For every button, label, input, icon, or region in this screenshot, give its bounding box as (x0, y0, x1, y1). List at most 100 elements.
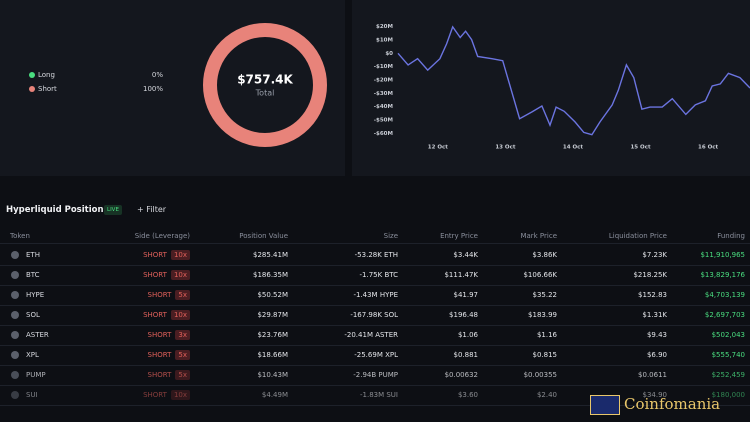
filter-label: Filter (146, 205, 167, 214)
entry-price: $1.06 (457, 331, 478, 339)
size: -1.43M HYPE (353, 291, 398, 299)
liquidation-price: $1.31K (642, 311, 667, 319)
x-tick-label: 15 Oct (630, 145, 651, 151)
y-tick-label: -$40M (374, 104, 393, 110)
size: -1.75K BTC (359, 271, 398, 279)
position-value: $50.52M (257, 291, 288, 299)
position-value: $4.49M (261, 391, 288, 399)
live-badge: LIVE (104, 205, 122, 215)
filter-button[interactable]: + Filter (137, 205, 166, 215)
leverage: 10x (170, 270, 190, 280)
token: SOL (26, 311, 40, 319)
liquidation-price: $218.25K (633, 271, 667, 279)
side-label: SHORT (143, 311, 167, 319)
liquidation-price: $6.90 (646, 351, 667, 359)
token-icon (11, 311, 19, 319)
row-line (0, 325, 750, 326)
side-label: SHORT (147, 291, 172, 299)
side: SHORT 10x (143, 250, 190, 260)
position-value: $186.35M (253, 271, 288, 279)
liquidation-price: $0.0611 (638, 371, 667, 379)
entry-price: $196.48 (449, 311, 478, 319)
table-title: Hyperliquid Positions (6, 205, 109, 215)
watermark: Coinfomania (590, 394, 720, 415)
side-label: SHORT (147, 371, 172, 379)
y-tick-label: -$30M (374, 91, 393, 97)
filter-plus: + (137, 205, 147, 214)
token: BTC (26, 271, 40, 279)
positions-table: Hyperliquid Positions LIVE + Filter Toke… (0, 190, 750, 422)
row-line (0, 265, 750, 266)
y-tick-label: $0 (385, 51, 393, 57)
size: -1.83M SUI (359, 391, 398, 399)
token-icon (11, 251, 19, 259)
position-value: $18.66M (257, 351, 288, 359)
legend-swatch (29, 86, 35, 92)
x-tick-label: 14 Oct (563, 145, 584, 151)
token-icon (11, 291, 19, 299)
y-tick-label: -$20M (374, 78, 393, 84)
funding: $252,459 (711, 371, 745, 379)
legend-value: 100% (143, 85, 163, 93)
token-icon (11, 351, 19, 359)
entry-price: $0.881 (453, 351, 479, 359)
line-panel (352, 0, 750, 176)
token-icon (11, 371, 19, 379)
mark-price: $3.86K (532, 251, 557, 259)
side: SHORT 10x (143, 310, 190, 320)
side-label: SHORT (147, 351, 172, 359)
row-line (0, 305, 750, 306)
side: SHORT 5x (148, 350, 190, 360)
side: SHORT 10x (143, 390, 190, 400)
liquidation-price: $9.43 (646, 331, 667, 339)
token: XPL (26, 351, 39, 359)
funding: $502,043 (711, 331, 745, 339)
size: -2.94B PUMP (353, 371, 398, 379)
position-value: $10.43M (257, 371, 288, 379)
leverage: 10x (170, 250, 190, 260)
charts: $757.4K Total Long 0% Short 100% $20M $10M $0 -… (29, 23, 750, 151)
donut-total-value: $757.4K (237, 73, 293, 87)
x-tick-label: 12 Oct (428, 145, 449, 151)
column-header: Size (383, 232, 398, 240)
legend-swatch (29, 72, 35, 78)
x-tick-label: 16 Oct (698, 145, 719, 151)
header-line (0, 243, 750, 244)
column-header: Side (Leverage) (134, 232, 190, 240)
side-label: SHORT (143, 251, 167, 259)
donut-total-label: Total (255, 89, 275, 98)
size: -167.98K SOL (350, 311, 398, 319)
leverage: 5x (175, 370, 190, 380)
leverage: 5x (175, 350, 190, 360)
leverage: 10x (170, 310, 190, 320)
token: ASTER (26, 331, 49, 339)
legend-label: Long (38, 71, 55, 79)
side: SHORT 3x (148, 330, 190, 340)
side-label: SHORT (143, 391, 167, 399)
liquidation-price: $34.90 (642, 391, 668, 399)
mark-price: $35.22 (532, 291, 558, 299)
row-line (0, 405, 750, 406)
row-line (0, 285, 750, 286)
funding: $4,703,139 (704, 291, 745, 299)
entry-price: $0.00632 (444, 371, 478, 379)
token: SUI (26, 391, 38, 399)
watermark-text: Coinfomania (624, 395, 721, 413)
mark-price: $183.99 (528, 311, 557, 319)
mark-price: $0.815 (532, 351, 558, 359)
column-header: Token (10, 232, 30, 240)
column-header: Liquidation Price (608, 232, 667, 240)
token-icon (11, 331, 19, 339)
side: SHORT 10x (143, 270, 190, 280)
entry-price: $111.47K (444, 271, 478, 279)
line-series (397, 25, 750, 136)
funding: $555,740 (711, 351, 745, 359)
size: -25.69M XPL (354, 351, 398, 359)
entry-price: $3.44K (453, 251, 478, 259)
leverage: 10x (170, 390, 190, 400)
position-value: $285.41M (253, 251, 288, 259)
token: HYPE (26, 291, 45, 299)
mark-price: $106.66K (523, 271, 557, 279)
liquidation-price: $152.83 (638, 291, 667, 299)
legend-label: Short (38, 85, 57, 93)
